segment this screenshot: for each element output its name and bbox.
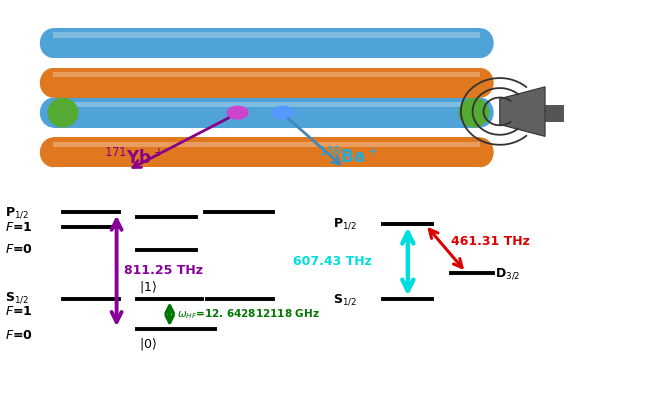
- Bar: [53, 68, 480, 98]
- Text: S$_{1/2}$: S$_{1/2}$: [333, 292, 357, 307]
- Text: $^{138}$Ba$^+$: $^{138}$Ba$^+$: [318, 147, 378, 168]
- Ellipse shape: [40, 138, 66, 167]
- Text: 461.31 THz: 461.31 THz: [451, 235, 530, 248]
- Text: 607.43 THz: 607.43 THz: [293, 256, 372, 268]
- Ellipse shape: [40, 28, 66, 58]
- Ellipse shape: [467, 68, 494, 98]
- Text: $^{171}$Yb$^+$: $^{171}$Yb$^+$: [104, 148, 164, 168]
- Text: P$_{1/2}$: P$_{1/2}$: [5, 206, 29, 220]
- Bar: [53, 28, 480, 58]
- Text: $F$=1: $F$=1: [5, 220, 32, 234]
- Polygon shape: [500, 87, 545, 136]
- Circle shape: [272, 106, 293, 119]
- Ellipse shape: [47, 98, 79, 128]
- Text: $F$=0: $F$=0: [5, 328, 32, 342]
- Bar: [53, 98, 480, 128]
- Bar: [53, 138, 480, 167]
- Ellipse shape: [458, 98, 489, 128]
- Text: $\omega_{HF}$=12. 642812118 GHz: $\omega_{HF}$=12. 642812118 GHz: [177, 307, 320, 321]
- Text: $|0\rangle$: $|0\rangle$: [138, 336, 157, 352]
- Ellipse shape: [467, 138, 494, 167]
- Ellipse shape: [467, 98, 494, 128]
- Bar: [53, 32, 480, 38]
- Bar: [53, 102, 480, 107]
- Text: S$_{1/2}$: S$_{1/2}$: [5, 290, 29, 305]
- Ellipse shape: [40, 68, 66, 98]
- Bar: [53, 142, 480, 147]
- Text: $F$=1: $F$=1: [5, 305, 32, 318]
- Text: $F$=0: $F$=0: [5, 243, 32, 256]
- Circle shape: [227, 106, 248, 119]
- Ellipse shape: [467, 28, 494, 58]
- Ellipse shape: [40, 98, 66, 128]
- Bar: [545, 105, 563, 120]
- Text: $|1\rangle$: $|1\rangle$: [138, 278, 157, 294]
- Text: D$_{3/2}$: D$_{3/2}$: [495, 266, 520, 281]
- Text: 811.25 THz: 811.25 THz: [124, 264, 203, 277]
- Text: P$_{1/2}$: P$_{1/2}$: [333, 216, 357, 231]
- Bar: [53, 72, 480, 78]
